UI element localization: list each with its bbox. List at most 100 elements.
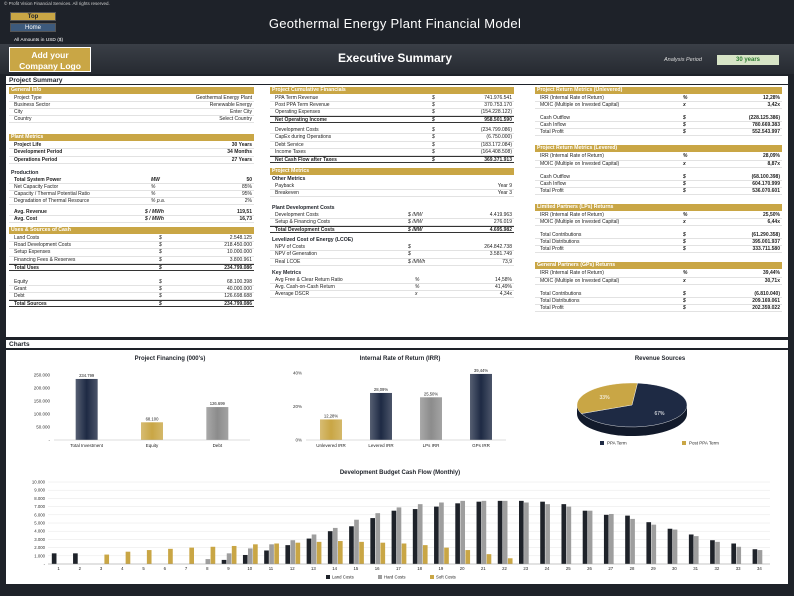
row-unit: $ [683, 304, 686, 311]
x-tick-label: 17 [396, 566, 401, 571]
row-label: Country [14, 116, 32, 123]
table-row: IRR (Internal Rate of Return)% 25,50% [535, 212, 782, 220]
row-value: 4.695.982 [489, 227, 512, 234]
panel-header: Other Metrics [272, 175, 306, 182]
bar-soft-costs [231, 545, 237, 564]
logo-line-2: Company Logo [19, 61, 81, 71]
y-tick-label: 3.000 [34, 537, 45, 542]
y-tick-label: 9.000 [34, 488, 45, 493]
row-label: Net Cash Flow after Taxes [275, 156, 337, 163]
x-tick-label: 30 [672, 566, 677, 571]
x-tick-label: 5 [142, 566, 145, 571]
row-unit: $ [432, 127, 435, 134]
row-value: Geothermal Energy Plant [195, 95, 252, 101]
y-tick-label: 8.000 [34, 496, 45, 501]
bar-land-costs [327, 531, 333, 564]
bar-soft-costs [507, 558, 513, 564]
bar-soft-costs [465, 550, 471, 564]
bar-hard-costs [269, 544, 274, 564]
bar-land-costs [285, 545, 291, 564]
row-value: 30 Years [231, 142, 252, 149]
x-tick-label: 24 [545, 566, 550, 571]
row-unit: x [683, 160, 686, 167]
bar-hard-costs [290, 540, 296, 564]
row-value: 218.450.000 [224, 242, 252, 249]
row-unit: % [415, 283, 420, 290]
x-category-label: GPs IRR [472, 443, 491, 448]
bar-hard-costs [439, 502, 444, 564]
row-unit: $ [683, 115, 686, 122]
row-label: Total Profit [540, 246, 564, 253]
row-unit: $ [683, 246, 686, 253]
row-label: MOIC (Multiple on Invested Capital) [540, 219, 620, 226]
row-unit: $ [683, 239, 686, 246]
table-row: Project Life 30 Years [9, 142, 254, 150]
table-row: Avg. Revenue $ / MWh 119,51 [9, 209, 254, 217]
bar-land-costs [603, 514, 609, 564]
row-label: NPV of Generation [275, 251, 317, 258]
row-unit: MW [151, 176, 160, 183]
bar-land-costs [667, 528, 673, 564]
table-row: Net Capacity Factor% 85% [9, 184, 254, 191]
row-unit: $ [408, 251, 411, 258]
pie-slice-ppa-term [580, 382, 688, 428]
table-row: Debt $126.698.688 [9, 293, 254, 300]
bar-soft-costs [359, 541, 364, 564]
x-tick-label: 7 [185, 566, 188, 571]
chart-revenue-sources: 67% 33% PPA Term Post PPA Term [576, 382, 719, 446]
x-tick-label: 16 [375, 566, 380, 571]
x-tick-label: 32 [715, 566, 720, 571]
row-value: 34 Months [227, 149, 252, 156]
bar-soft-costs [253, 544, 258, 564]
analysis-period-label: Analysis Period [664, 57, 702, 63]
row-value: 4,34x [499, 290, 512, 297]
table-row: Total Contributions $ (61.290.358) [535, 232, 782, 240]
analysis-period-value[interactable]: 30 years [717, 55, 779, 65]
row-label: Cash Outflow [540, 115, 571, 122]
section-charts: Charts [6, 340, 788, 349]
bar-land-costs [476, 501, 482, 564]
x-tick-label: 4 [121, 566, 124, 571]
bar-lps-irr [420, 397, 442, 440]
x-tick-label: 3 [100, 566, 103, 571]
table-row: Total Contributions $ (6.810.040) [535, 291, 782, 298]
y-tick-label: 2.000 [34, 545, 45, 550]
row-label: Total Distributions [540, 297, 580, 304]
home-button[interactable]: Home [10, 23, 56, 32]
bar-hard-costs [311, 534, 317, 564]
company-logo-placeholder[interactable]: Add your Company Logo [9, 47, 91, 72]
row-label: IRR (Internal Rate of Return) [540, 95, 604, 101]
bar-debt [206, 407, 229, 440]
row-unit: $ [432, 109, 435, 116]
bar-soft-costs [189, 547, 195, 564]
row-label: Total Profit [540, 304, 564, 311]
row-unit: $ [159, 235, 162, 242]
panel-header: Limited Partners (LPs) Returns [535, 203, 782, 211]
legend-entry: Land Costs [332, 575, 354, 580]
bar-hard-costs [354, 519, 359, 564]
table-row: Degradation of Thermal Resource % p.a. 2% [9, 198, 254, 206]
row-label: Real LCOE [275, 258, 301, 265]
row-unit: $ [683, 173, 686, 180]
x-tick-label: 1 [57, 566, 60, 571]
table-row: Cash Inflow $604.170.999 [535, 181, 782, 188]
row-label: Breakeven [275, 189, 299, 196]
bar-land-costs [625, 515, 630, 564]
y-tick-label: 50.000 [36, 425, 50, 430]
top-button[interactable]: Top [10, 12, 56, 21]
row-label: Cash Inflow [540, 122, 567, 129]
logo-line-1: Add your [31, 50, 69, 60]
table-row: PPA Term Revenue $741.976.541 [270, 95, 514, 103]
row-value: 552.543.997 [752, 129, 780, 136]
chart-irr-title: Internal Rate of Return (IRR) [359, 356, 441, 362]
table-row: Setup Expenses $10.000.000 [9, 249, 254, 257]
x-tick-label: 10 [247, 566, 252, 571]
row-label: IRR (Internal Rate of Return) [540, 270, 604, 277]
model-title: Geothermal Energy Plant Financial Model [268, 16, 522, 31]
x-tick-label: 9 [227, 566, 230, 571]
row-unit: $ [432, 102, 435, 109]
panel-header: Plant Development Costs [272, 205, 335, 212]
table-row: MOIC (Multiple on Invested Capital) x 6,44… [535, 219, 782, 227]
row-value: 276.019 [493, 219, 512, 226]
row-value: 10.000.000 [226, 249, 252, 256]
